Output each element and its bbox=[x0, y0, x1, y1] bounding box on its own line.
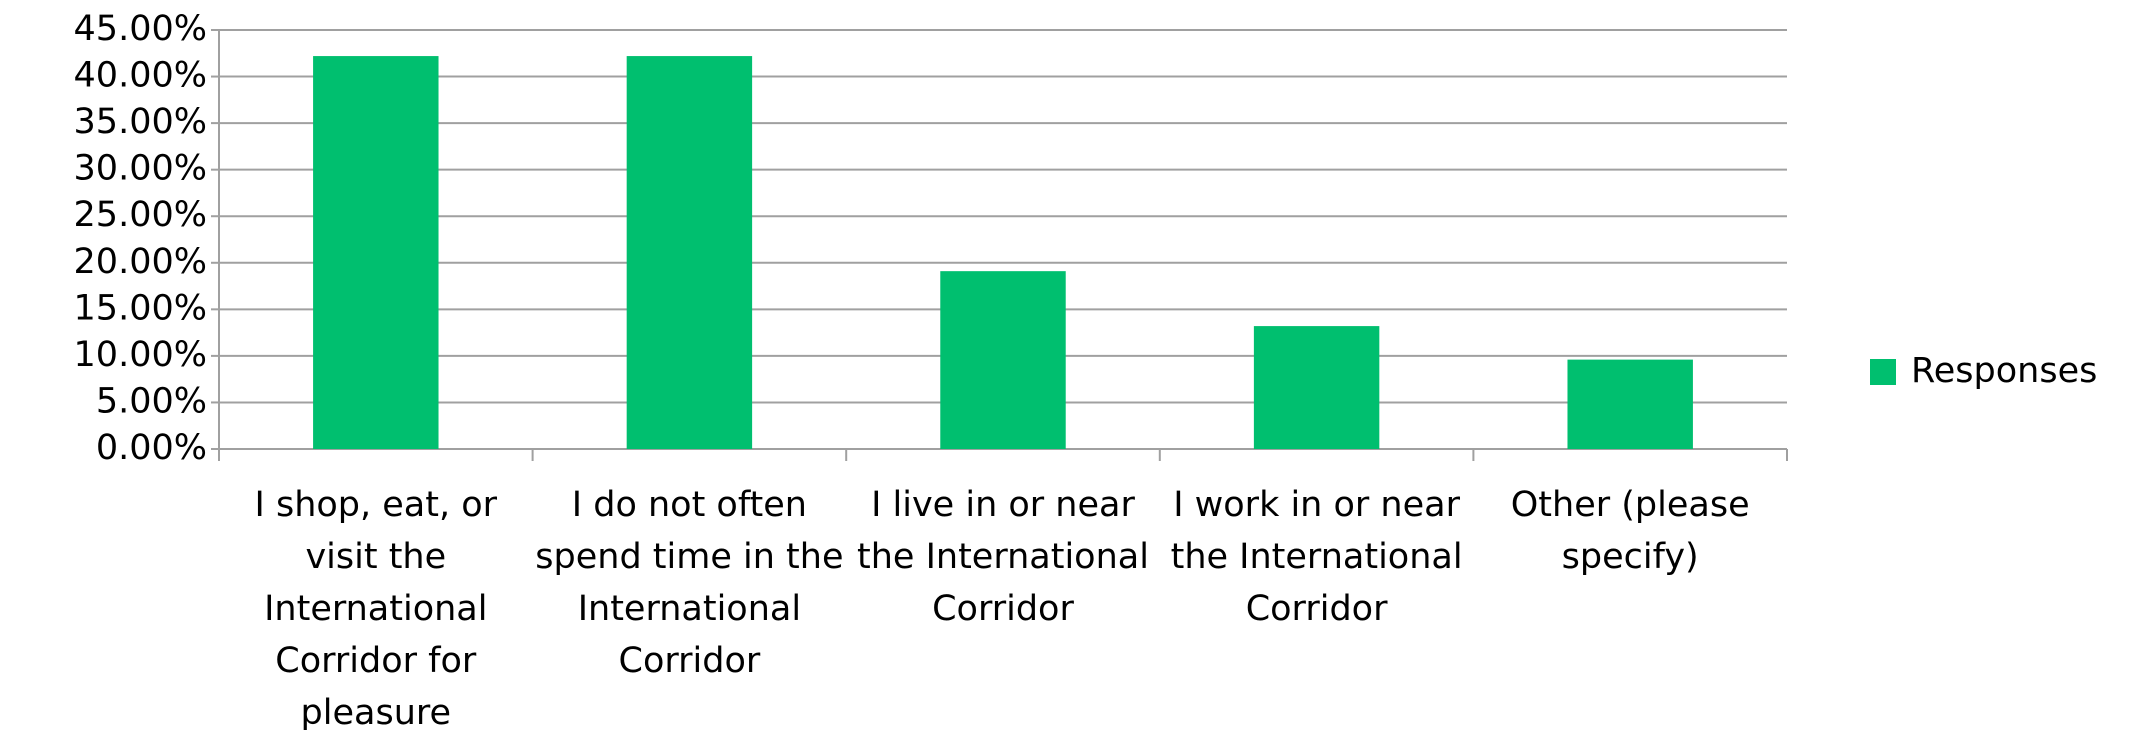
bar bbox=[313, 56, 439, 450]
y-tick-label: 10.00% bbox=[74, 335, 207, 375]
y-tick-label: 35.00% bbox=[74, 102, 207, 142]
legend-label: Responses bbox=[1911, 351, 2097, 391]
y-tick-label: 45.00% bbox=[74, 9, 207, 49]
y-tick-label: 20.00% bbox=[74, 242, 207, 282]
x-tick-label: Other (please specify) bbox=[1510, 485, 1750, 577]
x-tick-label-box: I do not often spend time in the Interna… bbox=[535, 485, 844, 681]
legend-swatch bbox=[1870, 359, 1896, 385]
x-tick-label: I work in or near the International Corr… bbox=[1170, 485, 1463, 629]
bar bbox=[1253, 326, 1380, 449]
bar bbox=[940, 271, 1066, 449]
x-tick-label-box: I shop, eat, or visit the International … bbox=[254, 485, 498, 730]
x-tick-label: I live in or near the International Corr… bbox=[857, 485, 1149, 629]
x-tick-label: I shop, eat, or visit the International … bbox=[254, 485, 498, 730]
y-tick-label: 30.00% bbox=[74, 149, 207, 189]
bar bbox=[1567, 359, 1693, 449]
y-tick-label: 25.00% bbox=[74, 195, 207, 235]
bar bbox=[626, 56, 753, 450]
x-tick-label-box: Other (please specify) bbox=[1510, 485, 1750, 577]
x-tick-label-box: I live in or near the International Corr… bbox=[857, 485, 1149, 629]
y-tick-label: 5.00% bbox=[96, 381, 207, 421]
y-tick-label: 0.00% bbox=[96, 428, 207, 468]
y-tick-label: 40.00% bbox=[74, 56, 207, 96]
y-tick-label: 15.00% bbox=[74, 288, 207, 328]
x-tick-label-box: I work in or near the International Corr… bbox=[1170, 485, 1463, 629]
x-tick-label: I do not often spend time in the Interna… bbox=[535, 485, 844, 681]
